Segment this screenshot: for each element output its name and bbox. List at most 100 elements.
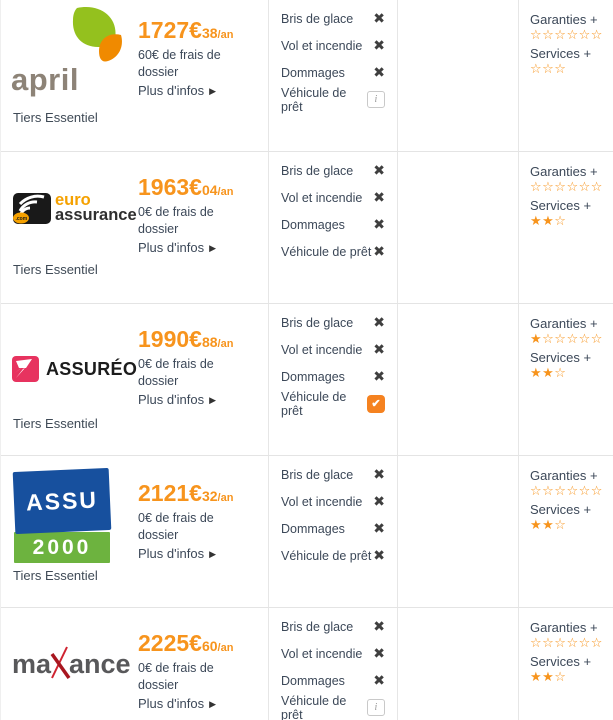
guarantees-label: Garanties + <box>530 316 598 331</box>
coverage-label: Véhicule de prêt <box>281 85 347 114</box>
coverage-item: Vol et incendie <box>269 184 397 211</box>
svg-text:.com: .com <box>16 216 28 222</box>
more-info-link[interactable]: Plus d'infos <box>138 546 264 561</box>
price-block: 2225€60/an 0€ de frais de dossier Plus d… <box>138 630 264 711</box>
more-info-link[interactable]: Plus d'infos <box>138 392 264 407</box>
offer-cell: .com euro assurance Tiers Essentiel 1963… <box>1 152 268 303</box>
more-info-link[interactable]: Plus d'infos <box>138 240 264 255</box>
more-info-link[interactable]: Plus d'infos <box>138 83 264 98</box>
coverage-label: Bris de glace <box>281 163 354 178</box>
services-stars: ★★☆ <box>530 518 567 533</box>
price-amount: 2225€ <box>138 630 202 656</box>
assureo-wordmark: ASSURÉO <box>46 358 138 379</box>
cross-icon <box>373 645 385 662</box>
cross-icon <box>373 520 385 537</box>
caret-right-icon <box>204 83 216 98</box>
coverage-label: Bris de glace <box>281 467 354 482</box>
more-info-link[interactable]: Plus d'infos <box>138 696 264 711</box>
guarantees-stars: ☆☆☆☆☆☆ <box>530 636 603 651</box>
coverage-item: Bris de glace <box>269 5 397 32</box>
services-stars: ★★☆ <box>530 366 567 381</box>
guarantees-label: Garanties + <box>530 164 598 179</box>
caret-right-icon <box>204 546 216 561</box>
info-icon[interactable] <box>366 91 385 108</box>
empty-cell <box>398 152 518 303</box>
coverage-cell: Bris de glace Vol et incendie Dommages V… <box>268 456 398 607</box>
coverage-label: Vol et incendie <box>281 190 363 205</box>
services-label: Services + <box>530 350 592 365</box>
info-icon[interactable] <box>366 699 385 716</box>
coverage-cell: Bris de glace Vol et incendie Dommages V… <box>268 152 398 303</box>
offer-row-maxance: ma ance 2225€60/an 0€ de frais de dossie… <box>1 607 613 720</box>
cross-icon <box>373 162 385 179</box>
coverage-label: Dommages <box>281 521 345 536</box>
ratings-cell: Garanties + ☆☆☆☆☆☆ Services + ★★☆ <box>518 608 613 720</box>
price: 1727€38/an <box>138 17 264 44</box>
coverage-item: Véhicule de prêt <box>269 694 397 720</box>
euro-wordmark-line2: assurance <box>55 206 137 224</box>
price: 2121€32/an <box>138 480 264 507</box>
coverage-label: Véhicule de prêt <box>281 548 372 563</box>
price-period: /an <box>217 492 234 504</box>
price-block: 1727€38/an 60€ de frais de dossier Plus … <box>138 17 264 98</box>
check-icon <box>366 394 385 413</box>
services-stars: ☆☆☆ <box>530 62 567 77</box>
guarantees-stars: ☆☆☆☆☆☆ <box>530 28 603 43</box>
offer-row-april: april Tiers Essentiel 1727€38/an 60€ de … <box>1 0 613 151</box>
coverage-item: Vol et incendie <box>269 640 397 667</box>
maxance-wordmark-part1: ma <box>12 649 52 679</box>
cross-icon <box>373 618 385 635</box>
coverage-item: Vol et incendie <box>269 32 397 59</box>
cross-icon <box>373 10 385 27</box>
coverage-item: Bris de glace <box>269 157 397 184</box>
empty-cell <box>398 0 518 151</box>
price-amount: 1963€ <box>138 174 202 200</box>
coverage-item: Bris de glace <box>269 613 397 640</box>
cross-icon <box>373 64 385 81</box>
price-period: /an <box>217 186 234 198</box>
more-info-text: Plus d'infos <box>138 83 205 98</box>
price-cents: 38 <box>201 25 218 41</box>
services-stars: ★★☆ <box>530 670 567 685</box>
price: 1963€04/an <box>138 174 264 201</box>
more-info-text: Plus d'infos <box>138 696 205 711</box>
coverage-label: Bris de glace <box>281 11 354 26</box>
cross-icon <box>373 368 385 385</box>
ratings-cell: Garanties + ★☆☆☆☆☆ Services + ★★☆ <box>518 304 613 455</box>
price-block: 1963€04/an 0€ de frais de dossier Plus d… <box>138 174 264 255</box>
april-wordmark: april <box>11 62 79 97</box>
formula-label: Tiers Essentiel <box>13 262 98 277</box>
price-amount: 2121€ <box>138 480 202 506</box>
coverage-label: Vol et incendie <box>281 494 363 509</box>
fees-label: 0€ de frais de dossier <box>138 511 214 542</box>
coverage-label: Vol et incendie <box>281 342 363 357</box>
price: 2225€60/an <box>138 630 264 657</box>
euro-assurance-logo[interactable]: .com euro assurance <box>12 192 137 225</box>
coverage-label: Vol et incendie <box>281 38 363 53</box>
coverage-label: Dommages <box>281 65 345 80</box>
coverage-item: Bris de glace <box>269 461 397 488</box>
coverage-item: Véhicule de prêt <box>269 390 397 418</box>
formula-label: Tiers Essentiel <box>13 416 98 431</box>
ratings-cell: Garanties + ☆☆☆☆☆☆ Services + ☆☆☆ <box>518 0 613 151</box>
maxance-wordmark-part2: ance <box>69 649 131 679</box>
formula-label: Tiers Essentiel <box>13 568 98 583</box>
guarantees-label: Garanties + <box>530 620 598 635</box>
offer-row-euro-assurance: .com euro assurance Tiers Essentiel 1963… <box>1 151 613 303</box>
more-info-text: Plus d'infos <box>138 546 205 561</box>
coverage-item: Dommages <box>269 211 397 238</box>
services-label: Services + <box>530 46 592 61</box>
coverage-item: Dommages <box>269 515 397 542</box>
april-logo[interactable]: april <box>11 6 131 95</box>
guarantees-label: Garanties + <box>530 12 598 27</box>
assu-2000-logo[interactable]: ASSU 2000 <box>12 467 112 563</box>
price-cents: 88 <box>201 334 218 350</box>
coverage-item: Véhicule de prêt <box>269 238 397 265</box>
maxance-logo[interactable]: ma ance <box>12 646 131 679</box>
assureo-logo[interactable]: ASSURÉO <box>12 356 137 382</box>
coverage-label: Dommages <box>281 673 345 688</box>
price-cents: 04 <box>201 182 218 198</box>
cross-icon <box>373 493 385 510</box>
coverage-cell: Bris de glace Vol et incendie Dommages V… <box>268 608 398 720</box>
